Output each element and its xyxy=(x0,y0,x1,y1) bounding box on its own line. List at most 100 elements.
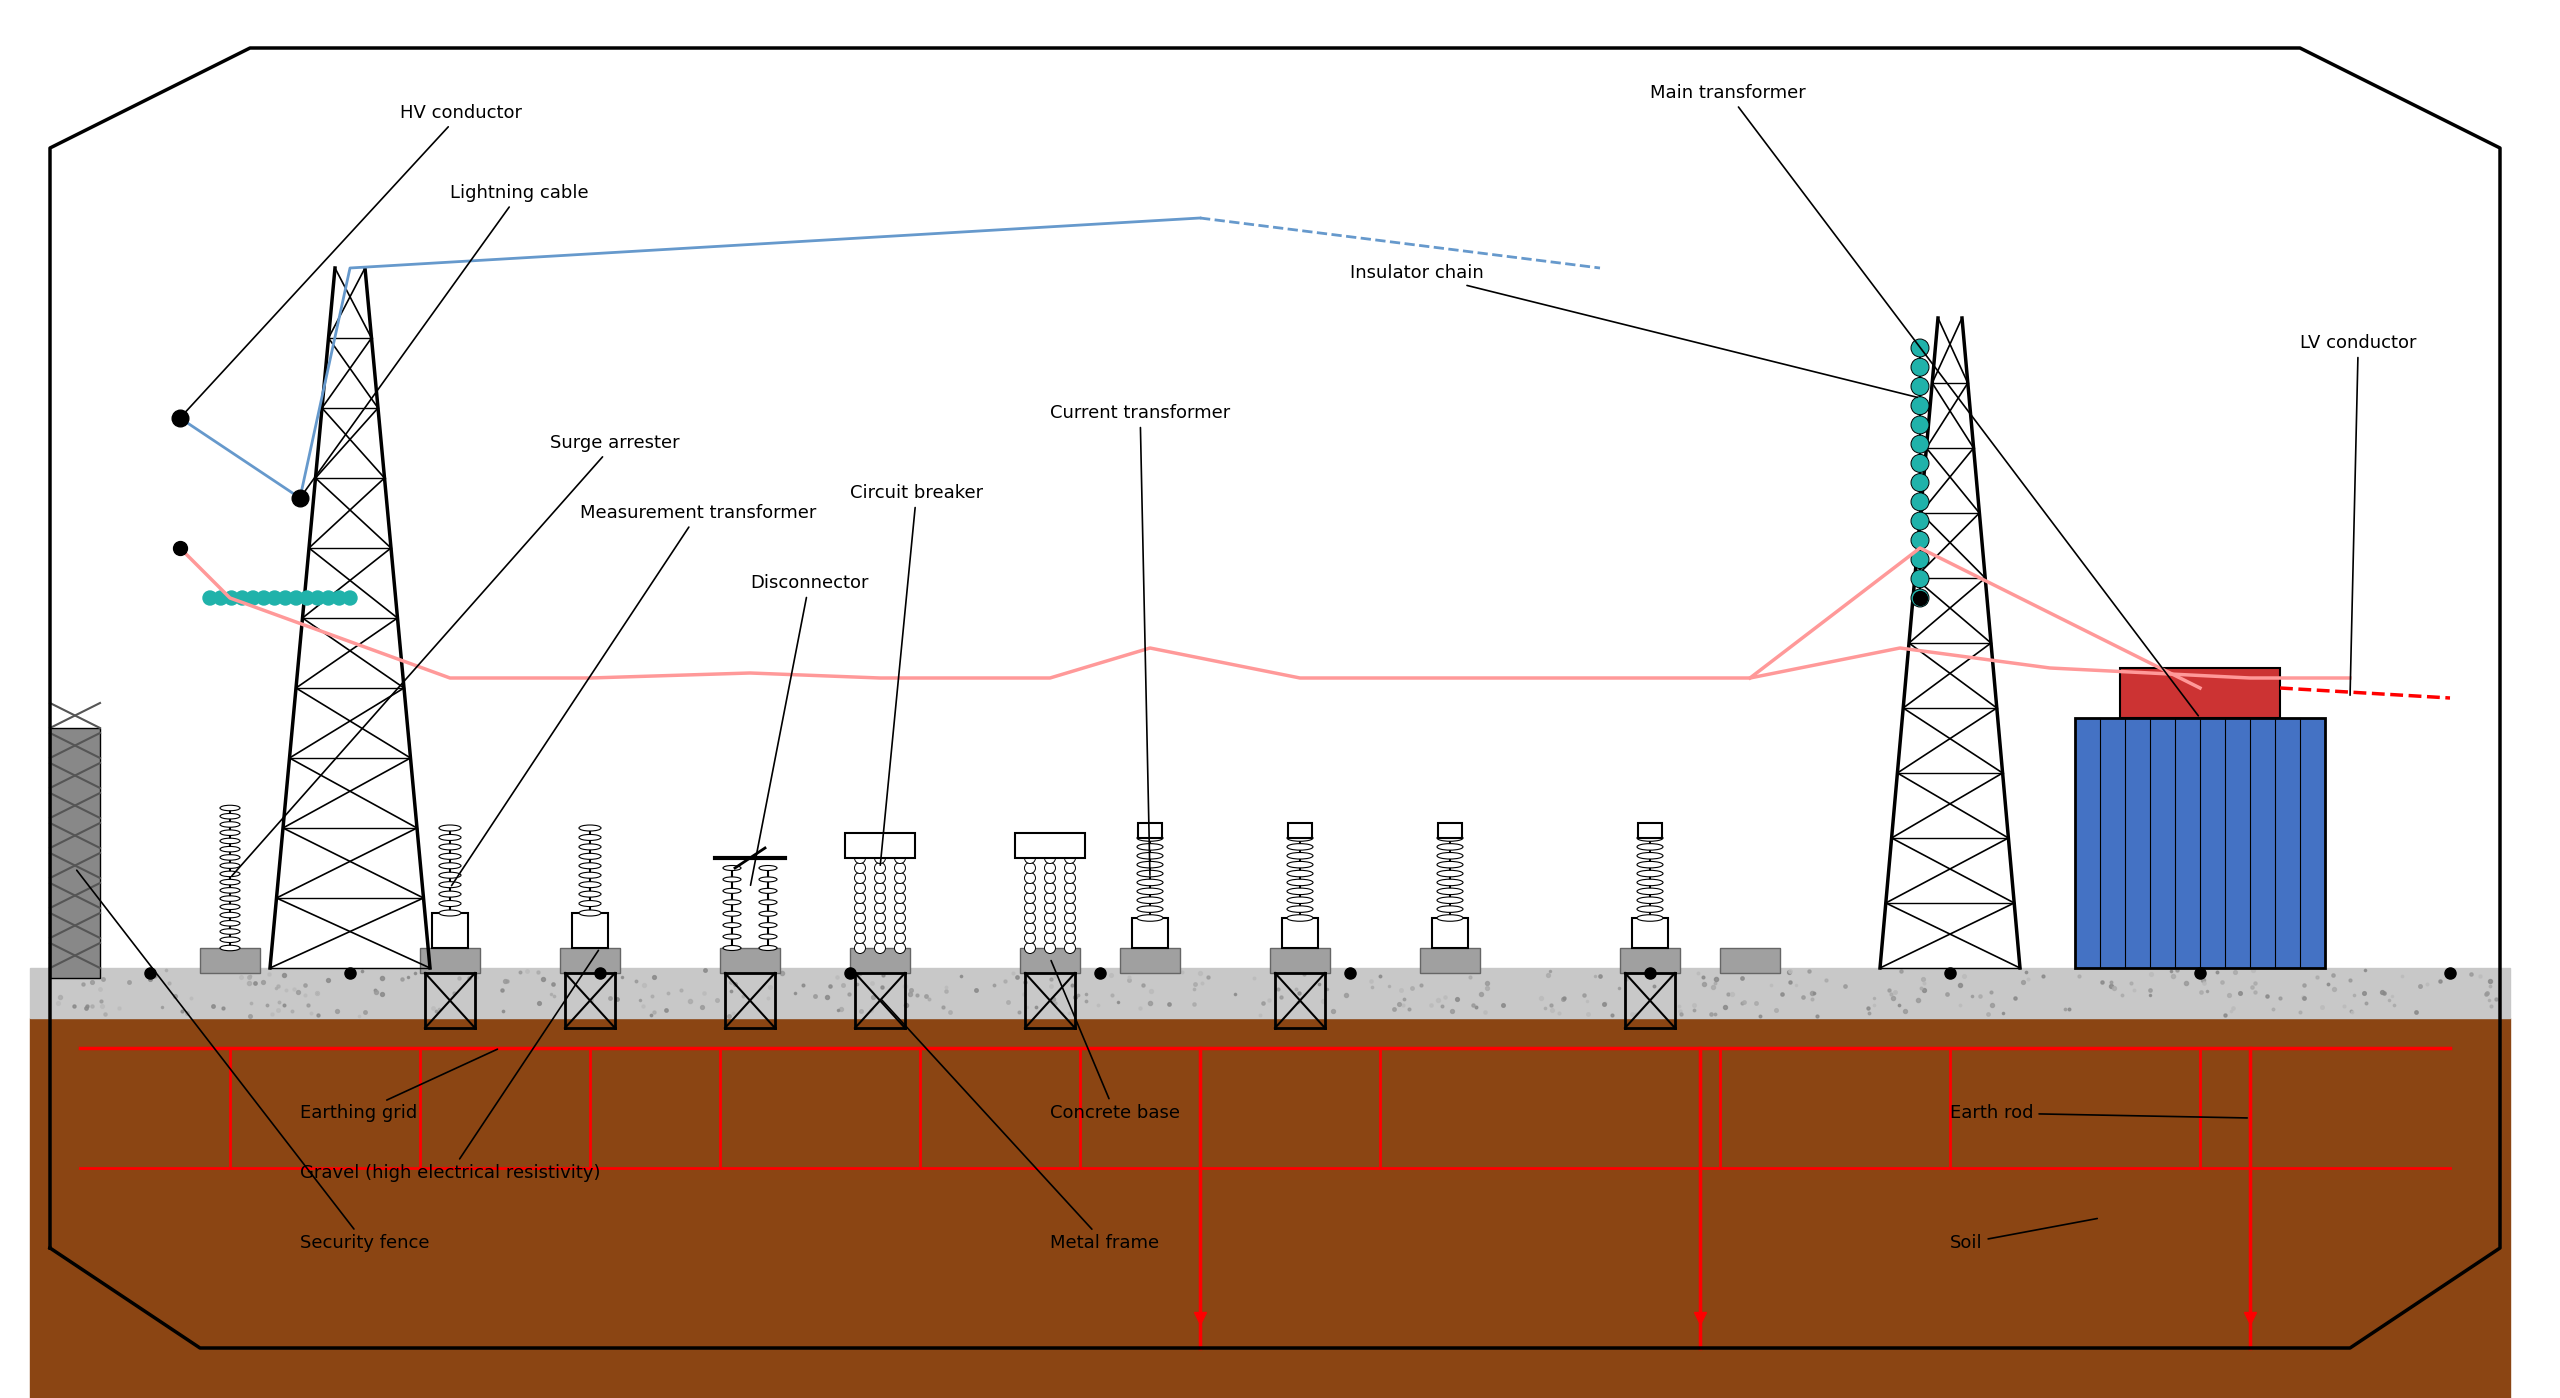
Bar xyxy=(420,948,481,973)
Circle shape xyxy=(1044,932,1055,944)
Ellipse shape xyxy=(1636,906,1664,913)
Circle shape xyxy=(855,903,865,913)
Circle shape xyxy=(876,863,886,874)
Circle shape xyxy=(893,872,906,884)
Bar xyxy=(1270,948,1331,973)
Bar xyxy=(420,948,481,973)
Bar xyxy=(1121,948,1180,973)
Bar xyxy=(200,948,261,973)
Ellipse shape xyxy=(220,805,241,811)
Ellipse shape xyxy=(438,872,461,878)
Circle shape xyxy=(1044,892,1055,903)
Circle shape xyxy=(1024,892,1034,903)
Bar xyxy=(850,948,909,973)
Ellipse shape xyxy=(758,911,778,916)
Bar xyxy=(1270,948,1331,973)
Circle shape xyxy=(1024,923,1034,934)
Circle shape xyxy=(1065,853,1075,864)
Circle shape xyxy=(310,591,325,605)
Ellipse shape xyxy=(579,872,602,878)
Circle shape xyxy=(1024,853,1034,864)
Bar xyxy=(1139,823,1162,837)
Ellipse shape xyxy=(220,839,241,843)
Bar xyxy=(1720,948,1779,973)
Bar xyxy=(561,948,620,973)
Bar xyxy=(1283,918,1318,948)
Bar xyxy=(1421,948,1480,973)
Circle shape xyxy=(1024,913,1034,924)
Bar xyxy=(1121,948,1180,973)
Ellipse shape xyxy=(722,934,740,939)
Circle shape xyxy=(1065,872,1075,884)
Ellipse shape xyxy=(579,825,602,830)
Ellipse shape xyxy=(1137,861,1162,868)
Circle shape xyxy=(893,932,906,944)
Ellipse shape xyxy=(722,877,740,882)
Bar xyxy=(200,948,261,973)
Bar xyxy=(31,967,2509,1018)
Ellipse shape xyxy=(1288,853,1313,858)
Ellipse shape xyxy=(1436,835,1462,842)
Bar xyxy=(850,948,909,973)
Ellipse shape xyxy=(220,945,241,951)
Ellipse shape xyxy=(1436,888,1462,895)
Bar xyxy=(1121,948,1180,973)
Ellipse shape xyxy=(1436,914,1462,921)
Circle shape xyxy=(1044,903,1055,913)
Ellipse shape xyxy=(579,910,602,916)
Ellipse shape xyxy=(220,854,241,860)
Ellipse shape xyxy=(1636,914,1664,921)
Circle shape xyxy=(1065,903,1075,913)
Ellipse shape xyxy=(1288,861,1313,868)
Bar xyxy=(1720,948,1779,973)
Ellipse shape xyxy=(438,900,461,906)
Text: Security fence: Security fence xyxy=(77,870,430,1253)
Circle shape xyxy=(1910,551,1930,569)
Bar xyxy=(1620,948,1679,973)
Text: Lightning cable: Lightning cable xyxy=(302,185,589,496)
Ellipse shape xyxy=(579,863,602,868)
Circle shape xyxy=(1910,512,1930,530)
Ellipse shape xyxy=(220,822,241,828)
Ellipse shape xyxy=(1636,843,1664,850)
Ellipse shape xyxy=(758,934,778,939)
Bar xyxy=(850,948,909,973)
Ellipse shape xyxy=(1436,843,1462,850)
Bar xyxy=(1270,948,1331,973)
Ellipse shape xyxy=(579,844,602,850)
Circle shape xyxy=(1910,531,1930,549)
Ellipse shape xyxy=(1137,871,1162,877)
Ellipse shape xyxy=(722,888,740,893)
Bar xyxy=(850,948,909,973)
Circle shape xyxy=(279,591,292,605)
Ellipse shape xyxy=(758,945,778,951)
Bar xyxy=(1121,948,1180,973)
Bar xyxy=(1720,948,1779,973)
Bar xyxy=(1121,948,1180,973)
Ellipse shape xyxy=(438,910,461,916)
Bar xyxy=(200,948,261,973)
Ellipse shape xyxy=(220,920,241,925)
Ellipse shape xyxy=(579,853,602,860)
Ellipse shape xyxy=(438,891,461,898)
Circle shape xyxy=(1024,932,1034,944)
Circle shape xyxy=(1024,863,1034,874)
Bar xyxy=(31,1018,2509,1398)
Bar xyxy=(1439,823,1462,837)
Ellipse shape xyxy=(1288,898,1313,903)
Ellipse shape xyxy=(220,871,241,877)
Bar xyxy=(420,948,481,973)
Bar xyxy=(420,948,481,973)
Text: Concrete base: Concrete base xyxy=(1050,960,1180,1123)
Bar xyxy=(1019,948,1080,973)
Bar xyxy=(200,948,261,973)
Ellipse shape xyxy=(1636,879,1664,886)
Circle shape xyxy=(256,591,271,605)
Circle shape xyxy=(893,863,906,874)
Circle shape xyxy=(876,932,886,944)
Ellipse shape xyxy=(220,863,241,868)
Bar xyxy=(1421,948,1480,973)
Circle shape xyxy=(893,942,906,953)
Bar xyxy=(200,948,261,973)
Circle shape xyxy=(893,903,906,913)
